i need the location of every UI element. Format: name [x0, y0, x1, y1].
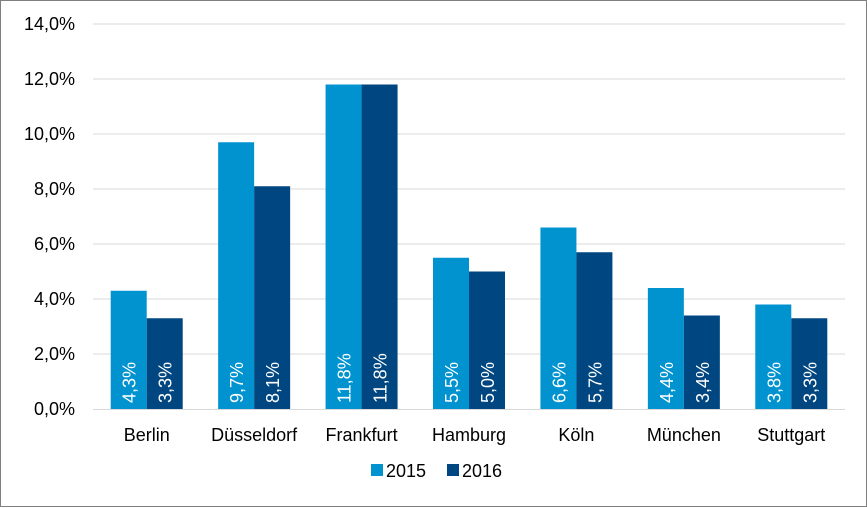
data-label: 5,0%: [478, 362, 498, 403]
bar: [647, 288, 684, 409]
bar: [254, 186, 291, 409]
y-axis-ticks: 0,0% 2,0% 4,0% 6,0% 8,0% 10,0% 12,0% 14,0%: [24, 14, 75, 419]
bar: [755, 304, 792, 409]
y-tick-label: 4,0%: [34, 289, 75, 309]
legend-swatch: [447, 464, 459, 476]
bar: [218, 142, 255, 409]
y-tick-label: 12,0%: [24, 69, 75, 89]
bar: [791, 318, 828, 409]
y-tick-label: 14,0%: [24, 14, 75, 34]
bars: 4,3% 3,3% 9,7% 8,1% 11,8% 11,8% 5,5% 5,0% 6,6% 5,…: [110, 84, 828, 409]
x-tick-label: Düsseldorf: [211, 425, 298, 445]
y-tick-label: 2,0%: [34, 344, 75, 364]
data-label: 3,3%: [156, 362, 176, 403]
bar: [325, 84, 362, 409]
legend: 2015 2016: [371, 461, 502, 481]
bar: [110, 290, 147, 409]
x-tick-label: Köln: [558, 425, 594, 445]
data-label: 9,7%: [227, 362, 247, 403]
bar: [576, 252, 613, 409]
data-label: 5,7%: [585, 362, 605, 403]
data-label: 11,8%: [335, 353, 355, 403]
legend-label: 2015: [386, 461, 426, 481]
legend-label: 2016: [462, 461, 502, 481]
data-label: 3,8%: [764, 362, 784, 403]
bar: [540, 227, 577, 409]
data-label: 4,4%: [657, 362, 677, 403]
x-tick-label: Stuttgart: [757, 425, 825, 445]
data-label: 3,4%: [693, 362, 713, 403]
legend-swatch: [371, 464, 383, 476]
bar: [361, 84, 398, 409]
y-tick-label: 10,0%: [24, 124, 75, 144]
bar: [683, 315, 720, 409]
bar: [469, 271, 505, 409]
y-tick-label: 8,0%: [34, 179, 75, 199]
y-tick-label: 6,0%: [34, 234, 75, 254]
x-tick-label: Hamburg: [432, 425, 506, 445]
data-label: 6,6%: [549, 362, 569, 403]
data-label: 11,8%: [371, 353, 391, 403]
bar: [146, 318, 183, 409]
y-tick-label: 0,0%: [34, 399, 75, 419]
data-label: 3,3%: [800, 362, 820, 403]
data-label: 4,3%: [120, 362, 140, 403]
bar: [433, 257, 469, 409]
data-label: 5,5%: [442, 362, 462, 403]
data-label: 8,1%: [263, 362, 283, 403]
x-axis: Berlin Düsseldorf Frankfurt Hamburg Köln Münc…: [93, 409, 845, 445]
x-tick-label: Frankfurt: [326, 425, 398, 445]
x-tick-label: München: [647, 425, 721, 445]
x-tick-label: Berlin: [124, 425, 170, 445]
